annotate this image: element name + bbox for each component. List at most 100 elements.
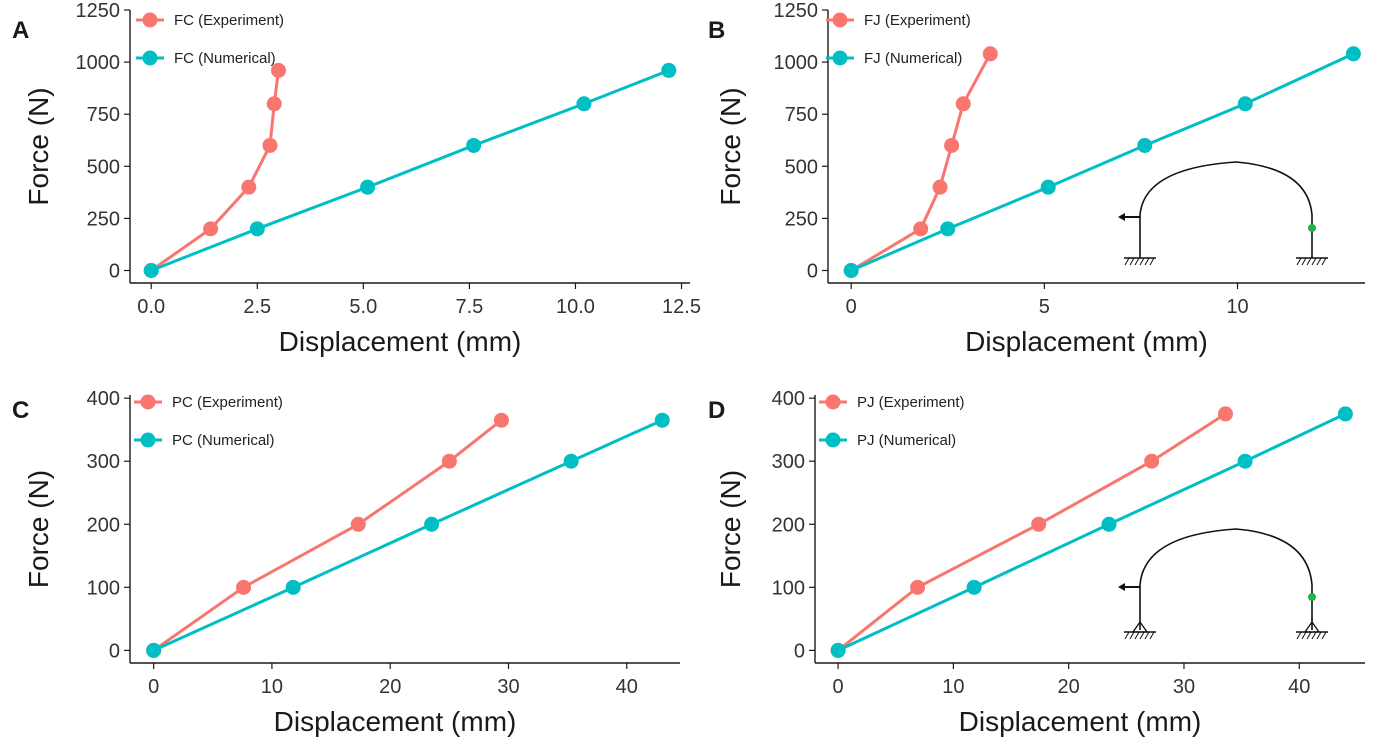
ground-hatch — [1301, 257, 1307, 266]
legend-swatch-point — [142, 50, 158, 66]
data-point-numerical — [424, 516, 440, 532]
x-tick-label: 2.5 — [243, 296, 271, 318]
x-tick-label: 0 — [832, 676, 843, 698]
data-point-numerical — [360, 179, 376, 195]
y-tick-label: 500 — [87, 156, 120, 178]
joint-marker — [1308, 224, 1316, 232]
data-point-numerical — [940, 221, 956, 237]
ground-hatch — [1139, 631, 1145, 640]
data-point-numerical — [1137, 137, 1153, 153]
ground-hatch — [1139, 257, 1145, 266]
data-point-numerical — [654, 412, 670, 428]
x-tick-label: 10 — [942, 676, 964, 698]
legend-swatch-point — [142, 12, 158, 28]
data-point-numerical — [661, 62, 677, 78]
y-axis-title: Force (N) — [715, 470, 746, 588]
data-point-numerical — [576, 96, 592, 112]
data-point-experiment — [270, 62, 286, 78]
y-tick-label: 0 — [109, 640, 120, 662]
legend-label: FJ (Experiment) — [864, 12, 971, 29]
legend-item-numerical: PJ (Numerical) — [819, 432, 956, 449]
data-point-numerical — [285, 579, 301, 595]
y-tick-label: 1250 — [774, 0, 819, 22]
ground-hatch — [1149, 257, 1155, 266]
series-line-numerical — [850, 52, 1355, 272]
y-tick-label: 400 — [772, 388, 805, 410]
y-tick-label: 1000 — [774, 52, 819, 74]
series-line-experiment — [837, 412, 1227, 652]
x-tick-label: 7.5 — [455, 296, 483, 318]
legend-swatch-point — [825, 432, 841, 448]
data-point-numerical — [146, 642, 162, 658]
ground-hatch — [1129, 257, 1135, 266]
ground-hatch — [1306, 631, 1312, 640]
legend-item-numerical: PC (Numerical) — [134, 432, 275, 449]
data-point-numerical — [1345, 46, 1361, 62]
data-point-numerical — [563, 453, 579, 469]
data-point-numerical — [249, 221, 265, 237]
y-tick-label: 500 — [785, 156, 818, 178]
series-line-experiment — [850, 53, 992, 272]
legend-item-experiment: FJ (Experiment) — [826, 12, 971, 29]
legend-label: PC (Experiment) — [172, 394, 283, 411]
panel-label: B — [708, 17, 725, 44]
ground-hatch — [1144, 631, 1150, 640]
ground-hatch — [1316, 631, 1322, 640]
load-arrow-head — [1118, 583, 1125, 591]
data-point-experiment — [441, 453, 457, 469]
y-axis-title: Force (N) — [23, 470, 54, 588]
x-tick-label: 20 — [1058, 676, 1080, 698]
y-tick-label: 250 — [87, 208, 120, 230]
ground-hatch — [1321, 631, 1327, 640]
x-tick-label: 0 — [846, 296, 857, 318]
y-tick-label: 300 — [87, 451, 120, 473]
panel-label: C — [12, 397, 29, 424]
y-tick-label: 0 — [109, 260, 120, 282]
legend-label: PJ (Numerical) — [857, 432, 956, 449]
data-point-numerical — [830, 642, 846, 658]
data-point-numerical — [1101, 516, 1117, 532]
data-point-numerical — [966, 579, 982, 595]
data-point-experiment — [982, 46, 998, 62]
y-tick-label: 250 — [785, 208, 818, 230]
ground-hatch — [1311, 257, 1317, 266]
ground-hatch — [1296, 631, 1302, 640]
x-tick-label: 5 — [1039, 296, 1050, 318]
y-tick-label: 750 — [785, 104, 818, 126]
y-tick-label: 400 — [87, 388, 120, 410]
ground-hatch — [1316, 257, 1322, 266]
data-point-numerical — [143, 262, 159, 278]
support-right — [1296, 620, 1328, 640]
series-line-numerical — [837, 412, 1347, 652]
y-tick-label: 1250 — [76, 0, 121, 22]
data-point-experiment — [203, 221, 219, 237]
ground-hatch — [1321, 257, 1327, 266]
panel-b: B 0 250 500 750 1000 1250 0 5 10 Displacement (mm)… — [708, 0, 1365, 357]
series-line-numerical — [153, 418, 663, 652]
panel-label: D — [708, 397, 725, 424]
y-tick-label: 750 — [87, 104, 120, 126]
data-point-numerical — [1040, 179, 1056, 195]
x-tick-label: 0 — [148, 676, 159, 698]
frame-inset-sketch — [1118, 528, 1328, 640]
legend-label: PJ (Experiment) — [857, 394, 965, 411]
x-axis-title: Displacement (mm) — [959, 706, 1202, 737]
y-tick-label: 300 — [772, 451, 805, 473]
legend-label: FJ (Numerical) — [864, 50, 962, 67]
ground-hatch — [1301, 631, 1307, 640]
ground-hatch — [1144, 257, 1150, 266]
data-point-experiment — [493, 412, 509, 428]
frame-arch — [1139, 528, 1313, 630]
data-point-numerical — [1237, 96, 1253, 112]
y-axis-title: Force (N) — [23, 87, 54, 205]
legend-item-numerical: FC (Numerical) — [136, 50, 276, 67]
support-left — [1124, 257, 1156, 266]
legend-label: FC (Numerical) — [174, 50, 276, 67]
data-point-numerical — [1237, 453, 1253, 469]
legend-label: FC (Experiment) — [174, 12, 284, 29]
legend-swatch-point — [832, 12, 848, 28]
load-arrow-head — [1118, 213, 1125, 221]
series-line-numerical — [150, 69, 670, 272]
x-tick-label: 10 — [1226, 296, 1248, 318]
